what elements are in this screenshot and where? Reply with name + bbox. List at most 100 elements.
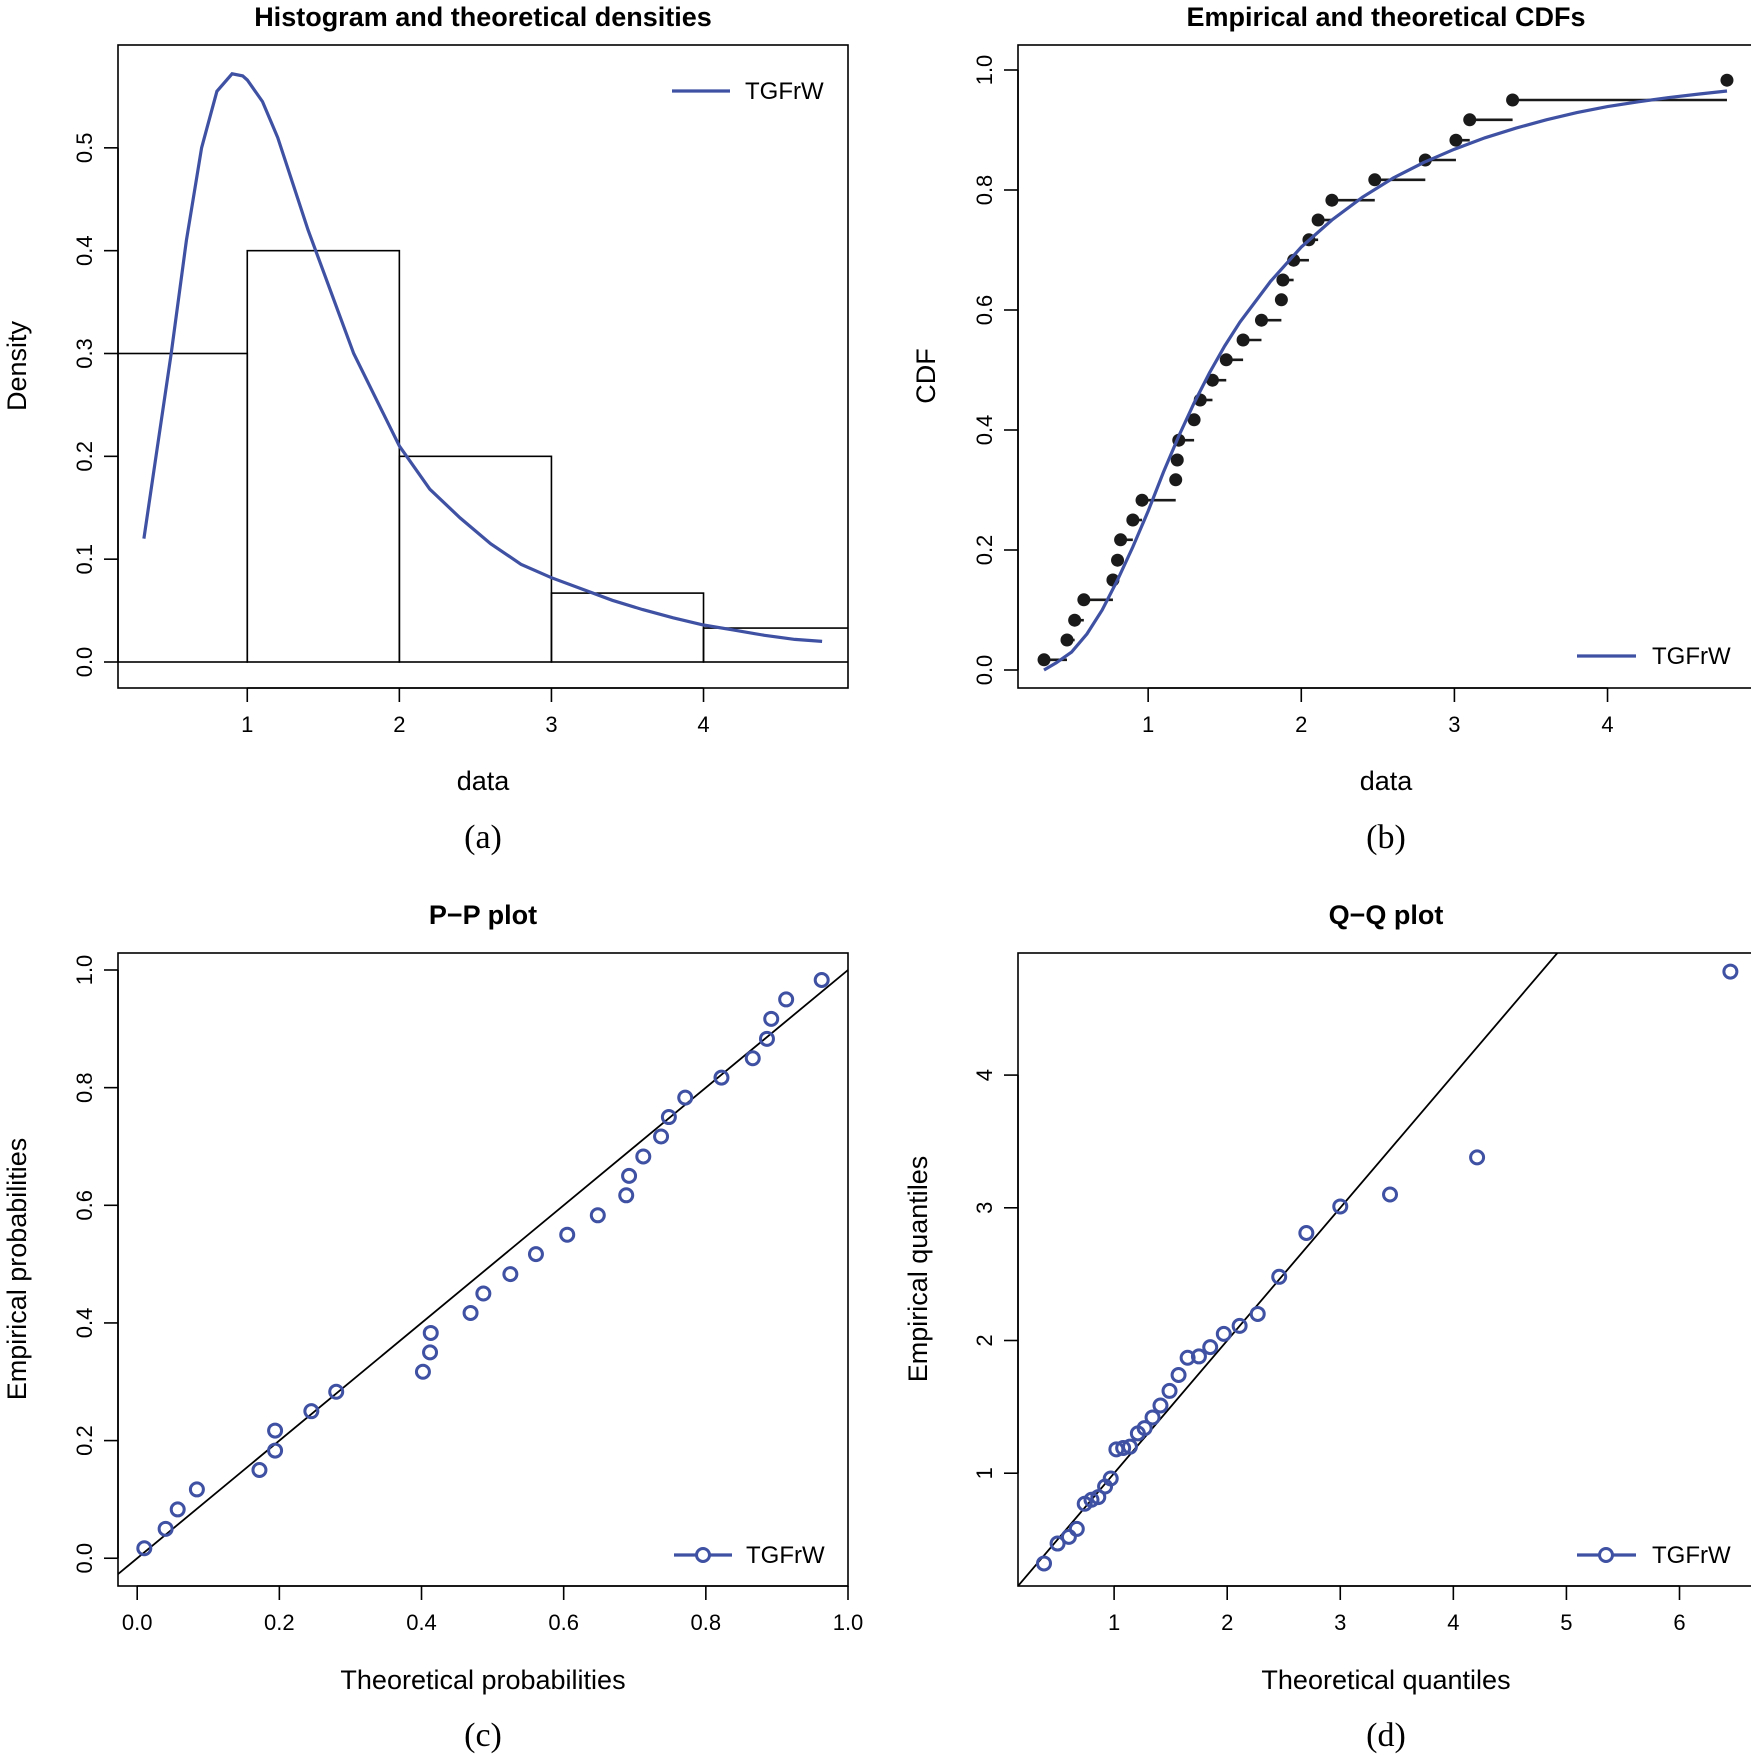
panel-b-x-tick-label: 3 (1448, 712, 1460, 737)
panel-c-y-tick-label: 0.8 (72, 1072, 97, 1103)
ecdf-point (1274, 293, 1288, 307)
panel-b-empirical-cdf (1037, 73, 1734, 667)
panel-d-legend: TGFrW (1577, 1542, 1731, 1569)
panel-d-x-tick-label: 6 (1673, 1610, 1685, 1635)
qq-point (1060, 1528, 1077, 1545)
ecdf-point (1205, 373, 1219, 387)
pp-point (660, 1109, 677, 1126)
panel-a-y-tick-label: 0.1 (72, 544, 97, 575)
ecdf-point (1506, 93, 1520, 107)
panel-b-y-tick-label: 0.8 (972, 175, 997, 206)
ecdf-point (1276, 273, 1290, 287)
pp-point (713, 1069, 730, 1086)
panel-d-title: Q−Q plot (1329, 900, 1444, 930)
panel-d-plot-frame (1017, 952, 1751, 1587)
qq-point (1152, 1397, 1169, 1414)
histogram-bar (246, 249, 401, 663)
panel-a-x-axis: 1 2 3 4 (241, 687, 710, 737)
panel-b-title: Empirical and theoretical CDFs (1186, 2, 1585, 32)
panel-c-legend: TGFrW (674, 1542, 825, 1569)
ecdf-point (1187, 413, 1201, 427)
ecdf-point (1236, 333, 1250, 347)
panel-d-y-tick-label: 1 (972, 1467, 997, 1479)
pp-point (422, 1324, 439, 1341)
pp-point (621, 1167, 638, 1184)
ecdf-point (1111, 553, 1125, 567)
pp-point (677, 1089, 694, 1106)
qq-point (1115, 1439, 1132, 1456)
qq-point (1271, 1268, 1288, 1285)
pp-point (527, 1246, 544, 1263)
qq-point (1202, 1339, 1219, 1356)
qq-point (1298, 1225, 1315, 1242)
panel-a-caption: (a) (464, 819, 502, 856)
panel-a-y-tick-label: 0.4 (72, 235, 97, 266)
panel-b-cdf: Empirical and theoretical CDFs data CDF … (911, 2, 1751, 856)
panel-c-points (136, 972, 830, 1557)
panel-b-ylabel: CDF (911, 348, 941, 404)
panel-c-legend-label: TGFrW (746, 1542, 825, 1569)
ecdf-point (1037, 653, 1051, 667)
panel-c-x-tick-label: 0.4 (406, 1610, 437, 1635)
panel-d-y-tick-label: 4 (972, 1069, 997, 1081)
qq-point (1231, 1317, 1248, 1334)
pp-point (267, 1422, 284, 1439)
panel-d-points (1036, 963, 1739, 1572)
panel-c-reference-line (118, 968, 848, 1576)
ecdf-point (1126, 513, 1140, 527)
panel-b-xlabel: data (1360, 766, 1414, 796)
panel-b-y-tick-label: 0.4 (972, 415, 997, 446)
ecdf-point (1135, 493, 1149, 507)
pp-point (758, 1030, 775, 1047)
panel-c-title: P−P plot (429, 900, 537, 930)
qq-point (1179, 1349, 1196, 1366)
panel-d-y-axis: 1 2 3 4 (972, 1069, 1019, 1479)
ecdf-point (1449, 133, 1463, 147)
ecdf-point (1169, 473, 1183, 487)
panel-c-x-tick-label: 0.8 (691, 1610, 722, 1635)
pp-point (744, 1050, 761, 1067)
panel-a-xlabel: data (457, 766, 511, 796)
qq-point (1068, 1520, 1085, 1537)
pp-point (251, 1462, 268, 1478)
density-curve-tgfrw (142, 72, 823, 643)
pp-point (462, 1304, 479, 1321)
histogram-bar (702, 627, 848, 663)
panel-a-bars-clipped (118, 249, 848, 663)
panel-d-legend-marker (1598, 1547, 1614, 1563)
panel-b-y-tick-label: 0.0 (972, 655, 997, 686)
panel-a-y-axis: 0.0 0.1 0.2 0.3 0.4 0.5 (72, 133, 119, 677)
pp-point (188, 1481, 205, 1498)
panel-a-x-tick-label: 4 (697, 712, 709, 737)
panel-d-caption: (d) (1366, 1717, 1406, 1754)
panel-d-x-tick-label: 4 (1447, 1610, 1459, 1635)
pp-point (618, 1187, 635, 1204)
panel-d-x-tick-label: 5 (1560, 1610, 1572, 1635)
panel-a-y-tick-label: 0.5 (72, 133, 97, 164)
panel-d-x-tick-label: 3 (1334, 1610, 1346, 1635)
panel-a-histogram: Histogram and theoretical densities data… (2, 2, 849, 856)
pp-point (559, 1226, 576, 1243)
panel-a-density-curve (142, 72, 823, 643)
panel-c-legend-marker (695, 1547, 711, 1563)
panel-b-y-axis: 0.0 0.2 0.4 0.6 0.8 1.0 (972, 55, 1019, 686)
qq-point (1170, 1367, 1187, 1383)
qq-point (1190, 1348, 1207, 1365)
pp-point (635, 1148, 652, 1165)
qq-point (1049, 1535, 1066, 1552)
panel-c-y-tick-label: 0.0 (72, 1543, 97, 1574)
panel-a-y-tick-label: 0.3 (72, 338, 97, 369)
panel-b-y-tick-label: 1.0 (972, 55, 997, 86)
panel-c-x-tick-label: 0.0 (122, 1610, 153, 1635)
panel-c-x-tick-label: 0.6 (548, 1610, 579, 1635)
panel-b-plot-frame (1017, 44, 1751, 689)
qq-point (1469, 1149, 1486, 1166)
ecdf-point (1368, 173, 1382, 187)
ecdf-point (1068, 613, 1082, 627)
panel-d-y-tick-label: 2 (972, 1334, 997, 1346)
qq-point (1036, 1555, 1053, 1572)
panel-a-title: Histogram and theoretical densities (254, 2, 712, 32)
qq-point (1332, 1198, 1349, 1215)
panel-a-plot-frame (117, 44, 849, 689)
pp-point (589, 1207, 606, 1224)
